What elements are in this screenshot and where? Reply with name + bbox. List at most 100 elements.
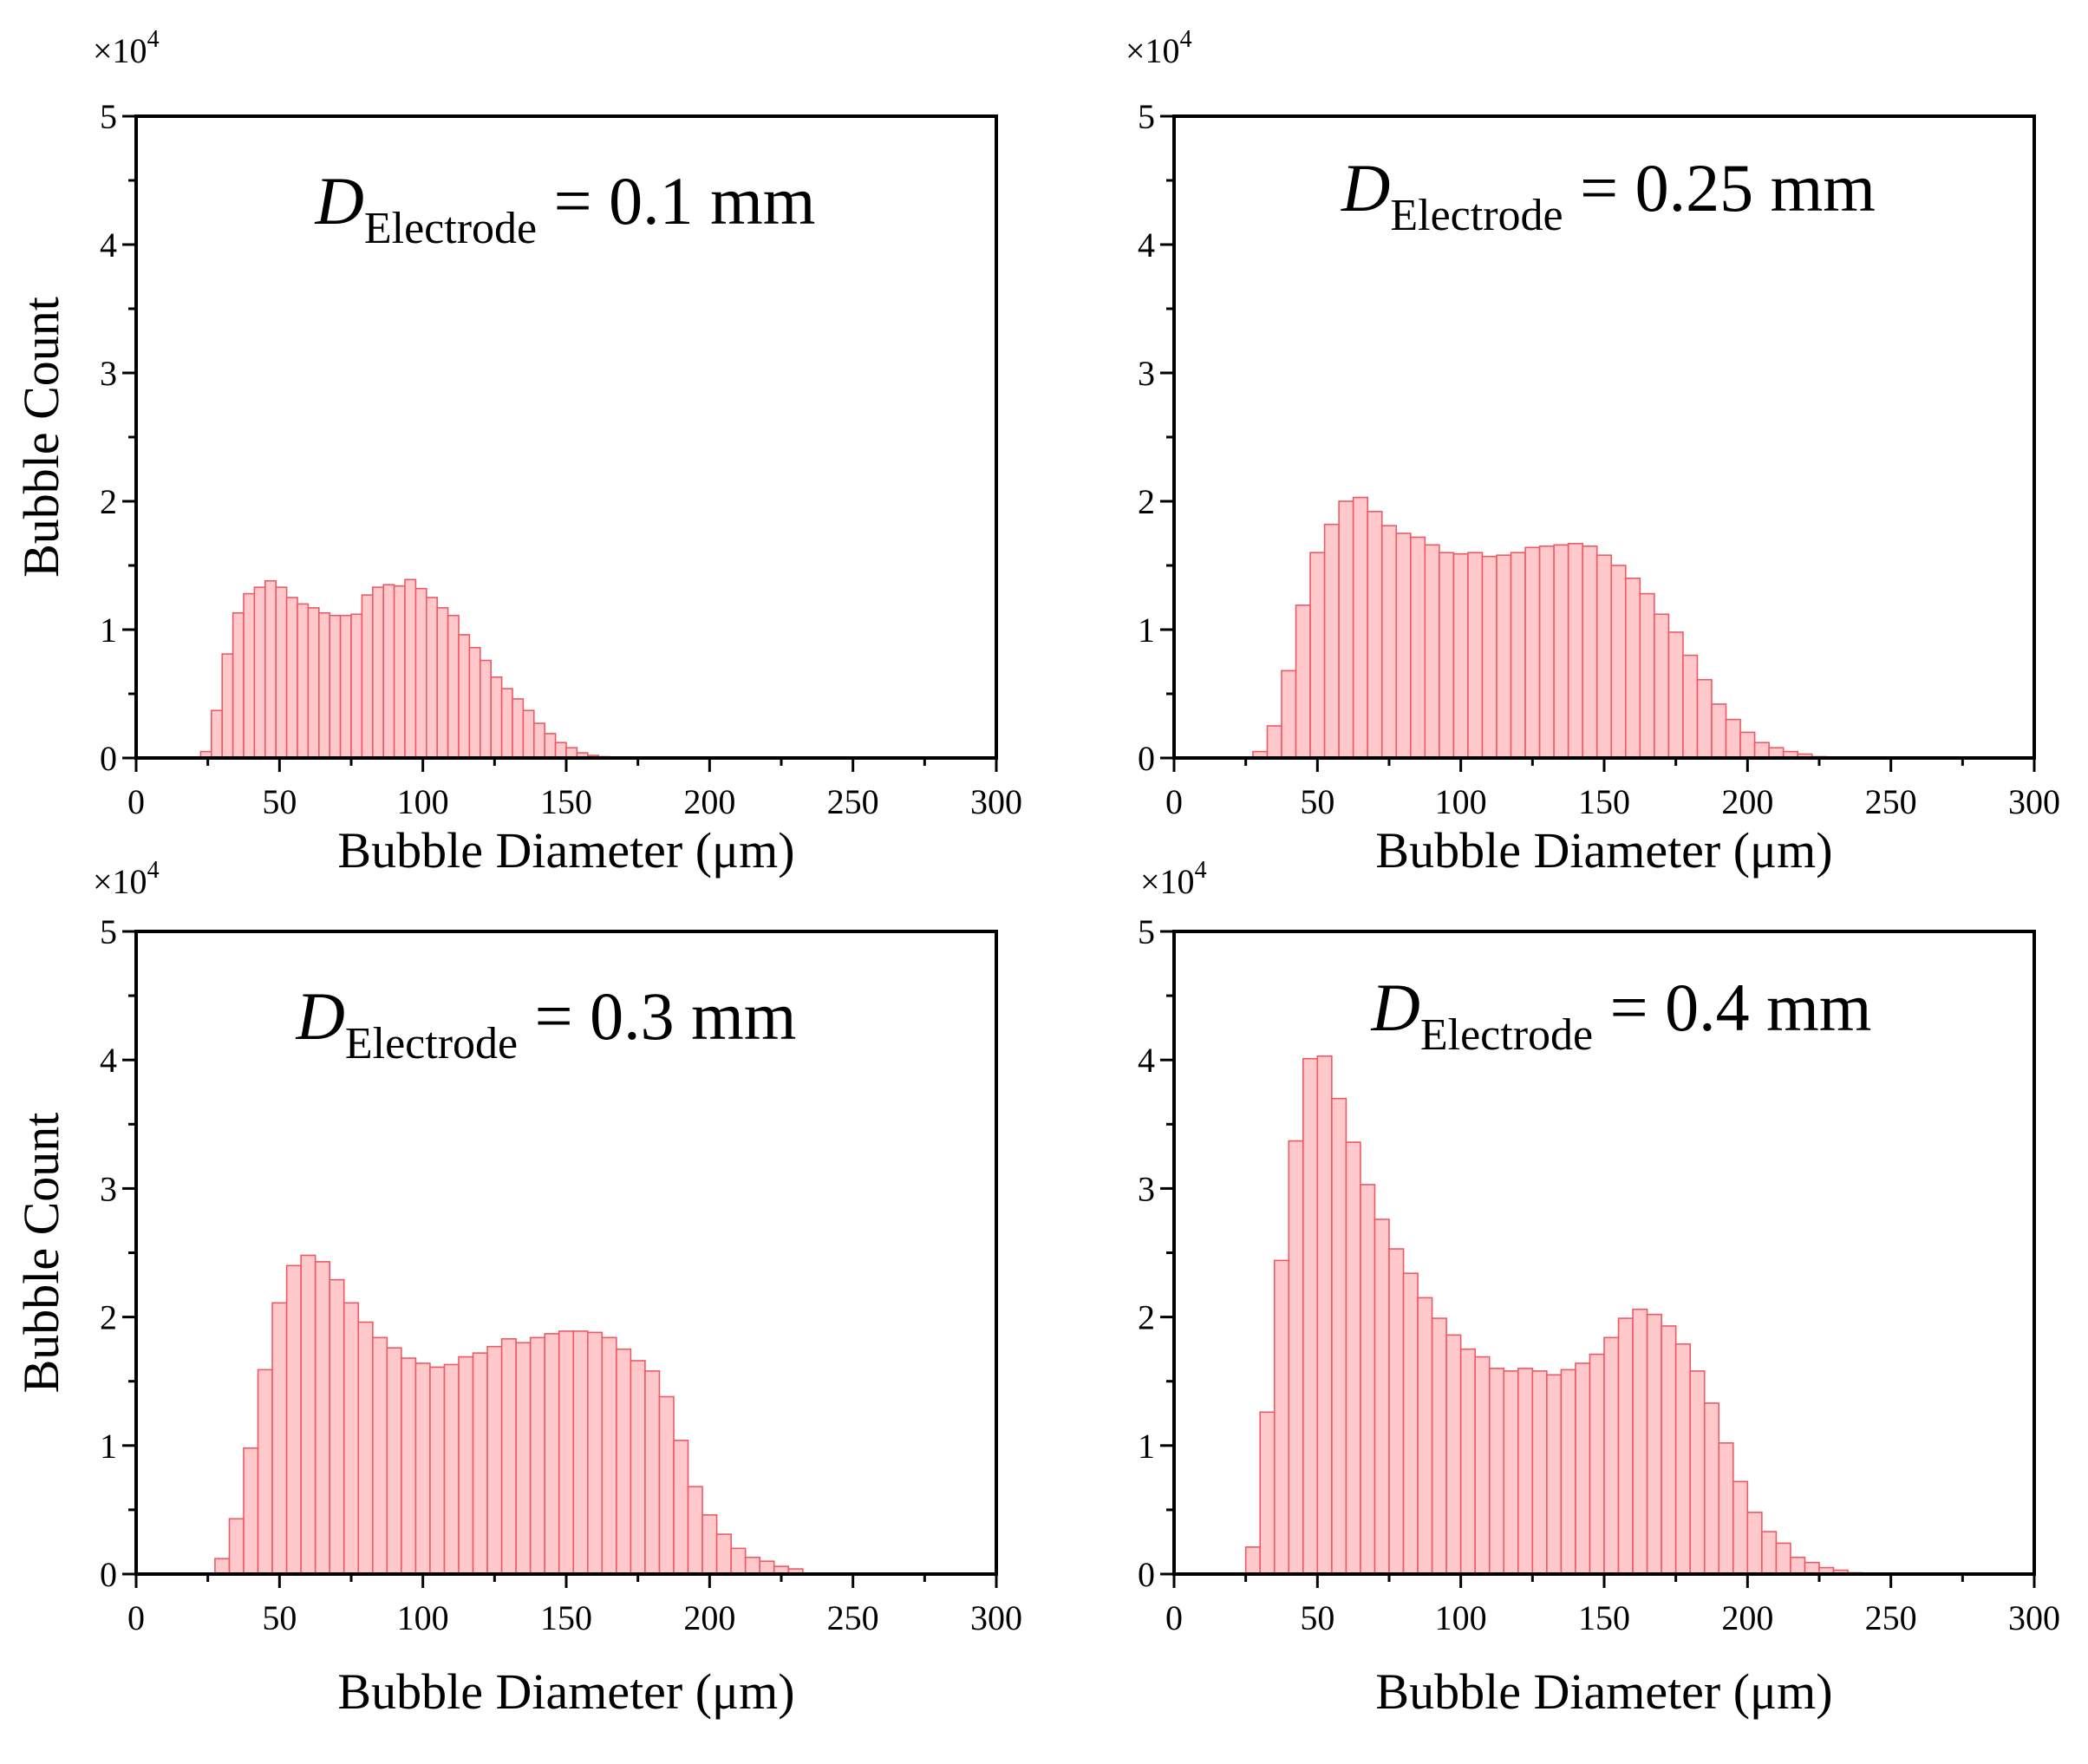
y-multiplier: ×104	[93, 857, 160, 901]
x-tick-label: 50	[1300, 1598, 1334, 1637]
y-tick-label: 2	[100, 482, 117, 521]
histogram-bar	[1288, 1140, 1304, 1575]
x-tick-label: 300	[2008, 1598, 2060, 1637]
x-tick-label: 250	[1865, 1598, 1917, 1637]
histogram-bar	[1689, 1370, 1706, 1575]
histogram-bar	[554, 742, 567, 759]
histogram-bar	[401, 1357, 417, 1575]
y-tick-label: 5	[1138, 97, 1155, 136]
histogram-bar	[1410, 536, 1426, 759]
histogram-bar	[486, 1345, 503, 1575]
histogram-bar	[1761, 1531, 1778, 1575]
histogram-bar	[1625, 577, 1641, 759]
x-tick-label: 100	[397, 782, 449, 821]
x-tick-label: 50	[262, 782, 297, 821]
title-symbol: D	[296, 978, 345, 1054]
histogram-bar	[1374, 1218, 1390, 1575]
histogram-bar	[371, 1336, 388, 1575]
y-tick-label: 4	[100, 225, 117, 265]
y-axis: 0 1 2 3 4 5	[100, 97, 136, 778]
histogram-bar	[458, 634, 471, 759]
histogram-bar	[253, 586, 266, 759]
histogram-bar	[443, 1363, 460, 1575]
x-axis-label: Bubble Diameter (μm)	[1375, 1663, 1832, 1720]
histogram-bar	[243, 1447, 259, 1575]
title-value: = 0.3 mm	[518, 978, 796, 1054]
x-tick-label: 0	[1165, 1598, 1183, 1637]
histogram-bar	[1775, 1542, 1791, 1575]
histogram-bar	[1431, 1317, 1447, 1575]
histogram-bar	[1654, 613, 1670, 759]
histogram-bar	[1517, 1368, 1534, 1575]
histogram-bar	[429, 1366, 446, 1575]
histogram-bar	[673, 1440, 689, 1575]
x-tick-label: 300	[970, 1598, 1022, 1637]
x-tick-label: 250	[827, 1598, 879, 1637]
histogram-bar	[285, 597, 298, 759]
histogram-bar	[1603, 1336, 1620, 1575]
y-tick-label: 1	[1138, 1427, 1155, 1466]
histogram-bar	[1417, 1297, 1433, 1575]
y-tick-label: 5	[100, 912, 117, 951]
histogram-bar	[1531, 1370, 1548, 1575]
y-multiplier: ×104	[1126, 26, 1192, 70]
histogram-bar	[425, 597, 438, 759]
histogram-bar	[1553, 544, 1569, 759]
x-tick-label: 300	[2008, 782, 2060, 821]
x-tick-label: 250	[1865, 782, 1917, 821]
histogram-bar	[512, 698, 525, 759]
histogram-bar	[1575, 1362, 1591, 1575]
histogram-bar	[1674, 1343, 1692, 1575]
histogram-bar	[1746, 1512, 1763, 1575]
histogram-bar	[275, 586, 288, 759]
x-tick-label: 200	[683, 1598, 735, 1637]
histogram-bar	[1281, 670, 1297, 759]
histogram-bar	[357, 1321, 374, 1575]
y-multiplier-base: ×10	[1140, 862, 1195, 901]
histogram-bar	[1582, 545, 1598, 759]
y-multiplier-exponent: 4	[147, 26, 160, 53]
histogram-bar	[271, 1302, 288, 1575]
histogram-bar	[257, 1369, 273, 1575]
y-tick-label: 2	[1138, 1298, 1155, 1337]
y-tick-label: 5	[100, 97, 117, 136]
histogram-bars	[1252, 496, 1828, 759]
histogram-bar	[1538, 545, 1555, 759]
histogram-bar	[1639, 592, 1655, 759]
histogram-bar	[343, 1302, 360, 1575]
histogram-bars	[1244, 1055, 1863, 1575]
title-value: = 0.4 mm	[1593, 970, 1871, 1045]
histogram-bar	[658, 1395, 675, 1575]
x-tick-label: 50	[1300, 782, 1334, 821]
histogram-bar	[1718, 1442, 1734, 1575]
histogram-bar	[458, 1356, 474, 1575]
histogram-bar	[1395, 532, 1412, 759]
histogram-bar	[572, 1330, 589, 1575]
x-tick-label: 200	[1721, 782, 1773, 821]
y-tick-label: 4	[100, 1041, 117, 1080]
histogram-bar	[1459, 1348, 1477, 1575]
title-subscript: Electrode	[364, 204, 537, 253]
y-axis: 0 1 2 3 4 5	[1138, 97, 1174, 778]
y-multiplier-exponent: 4	[147, 857, 160, 884]
y-axis: 0 1 2 3 4 5	[1138, 912, 1174, 1594]
histogram-bar	[1474, 1356, 1491, 1575]
title-value: = 0.25 mm	[1563, 150, 1876, 225]
panel-title: DElectrode = 0.3 mm	[296, 978, 797, 1068]
x-axis: 0 50 100 150 200 250 300	[1165, 1574, 2060, 1637]
histogram-bar	[1804, 1561, 1820, 1575]
histogram-bar	[1244, 1546, 1262, 1575]
x-axis-label: Bubble Diameter (μm)	[337, 1663, 794, 1720]
histogram-bar	[500, 688, 513, 759]
y-tick-label: 2	[1138, 482, 1155, 521]
histogram-bar	[1488, 1368, 1505, 1575]
y-tick-label: 4	[1138, 1041, 1155, 1080]
y-tick-label: 0	[1138, 739, 1155, 778]
x-tick-label: 100	[1435, 782, 1487, 821]
histogram-bar	[1753, 742, 1770, 759]
histogram-bar	[1667, 631, 1684, 759]
panel-title: DElectrode = 0.25 mm	[1341, 150, 1876, 240]
histogram-bar	[329, 614, 342, 759]
histogram-bar	[558, 1330, 575, 1575]
histogram-bar	[1496, 554, 1512, 759]
